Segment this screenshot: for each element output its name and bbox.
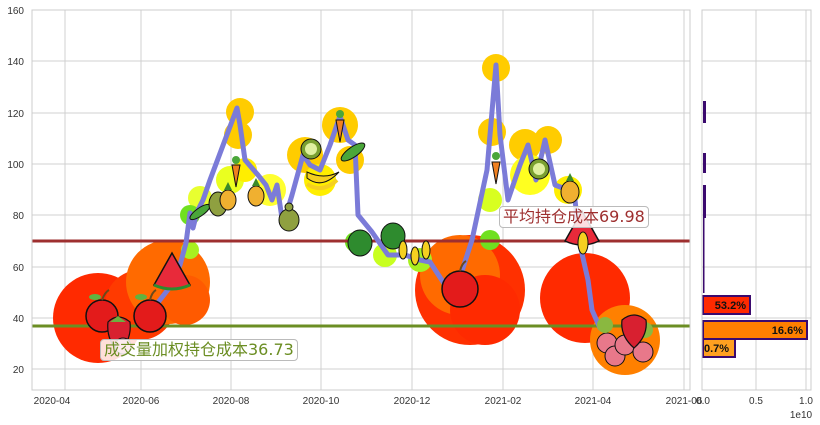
volume-bar xyxy=(702,320,808,340)
kiwi-icon xyxy=(528,158,550,180)
banana-icon xyxy=(305,171,340,191)
side-plot: 53.2% 16.6% 0.7% 0.0 0.5 1.0 1e10 xyxy=(696,9,813,421)
radish-icon xyxy=(596,317,654,367)
y-tick: 20 xyxy=(13,365,25,376)
x-tick: 2020-12 xyxy=(394,396,431,407)
y-tick: 120 xyxy=(7,109,24,120)
y-tick: 140 xyxy=(7,57,24,68)
corn-icon xyxy=(398,240,431,266)
x-tick: 0.0 xyxy=(696,396,710,407)
bar-label: 0.7% xyxy=(704,343,729,355)
x-offset-label: 1e10 xyxy=(790,410,813,421)
corn-icon xyxy=(577,231,589,255)
strawberry-icon xyxy=(621,314,647,349)
x-tick: 2020-10 xyxy=(303,396,340,407)
x-tick: 1.0 xyxy=(799,396,813,407)
volume-bar xyxy=(703,101,706,123)
x-tick: 2021-02 xyxy=(485,396,522,407)
pear-icon xyxy=(278,202,300,232)
volume-bar xyxy=(703,218,705,293)
x-tick: 2020-06 xyxy=(123,396,160,407)
volume-bar xyxy=(703,153,706,173)
carrot-icon xyxy=(335,110,345,143)
volume-bar xyxy=(702,295,751,315)
apple-icon xyxy=(133,289,167,333)
x-tick: 2020-08 xyxy=(213,396,250,407)
y-axis-labels: 160 140 120 100 80 60 40 20 xyxy=(7,6,24,376)
watermelon-icon xyxy=(152,251,192,291)
pineapple-icon xyxy=(560,173,580,204)
y-tick: 40 xyxy=(13,314,25,325)
x-tick: 0.5 xyxy=(749,396,763,407)
fruit-icons xyxy=(85,110,654,367)
side-x-axis-labels: 0.0 0.5 1.0 1e10 xyxy=(696,396,813,421)
main-axes-frame xyxy=(31,9,691,391)
carrot-icon xyxy=(231,156,241,188)
volume-bar xyxy=(702,338,736,358)
volume-bars: 53.2% 16.6% 0.7% xyxy=(702,101,808,358)
apple-icon xyxy=(441,260,479,308)
y-tick: 100 xyxy=(7,160,24,171)
x-tick: 2021-06 xyxy=(666,396,703,407)
y-tick: 80 xyxy=(13,211,25,222)
y-tick: 60 xyxy=(13,263,25,274)
kiwi-icon xyxy=(300,138,322,160)
y-tick: 160 xyxy=(7,6,24,17)
carrot-icon xyxy=(491,152,501,185)
volume-bar xyxy=(703,185,706,218)
watermelon-whole-icon xyxy=(347,229,373,257)
side-axes-frame xyxy=(701,9,812,391)
avg-cost-annotation: 平均持仓成本69.98 xyxy=(499,206,649,228)
x-tick: 2021-04 xyxy=(575,396,612,407)
vwap-cost-annotation: 成交量加权持仓成本36.73 xyxy=(100,339,298,361)
x-tick: 2020-04 xyxy=(34,396,71,407)
bar-label: 16.6% xyxy=(772,325,803,337)
pineapple-icon xyxy=(219,182,237,211)
main-plot: 160 140 120 100 80 60 40 20 2020-04 2020… xyxy=(7,6,702,407)
pineapple-icon xyxy=(247,178,265,207)
watermelon-whole-icon xyxy=(380,222,406,250)
bar-label: 53.2% xyxy=(715,300,746,312)
x-axis-labels: 2020-04 2020-06 2020-08 2020-10 2020-12 … xyxy=(34,396,703,407)
peapod-icon xyxy=(340,142,366,162)
